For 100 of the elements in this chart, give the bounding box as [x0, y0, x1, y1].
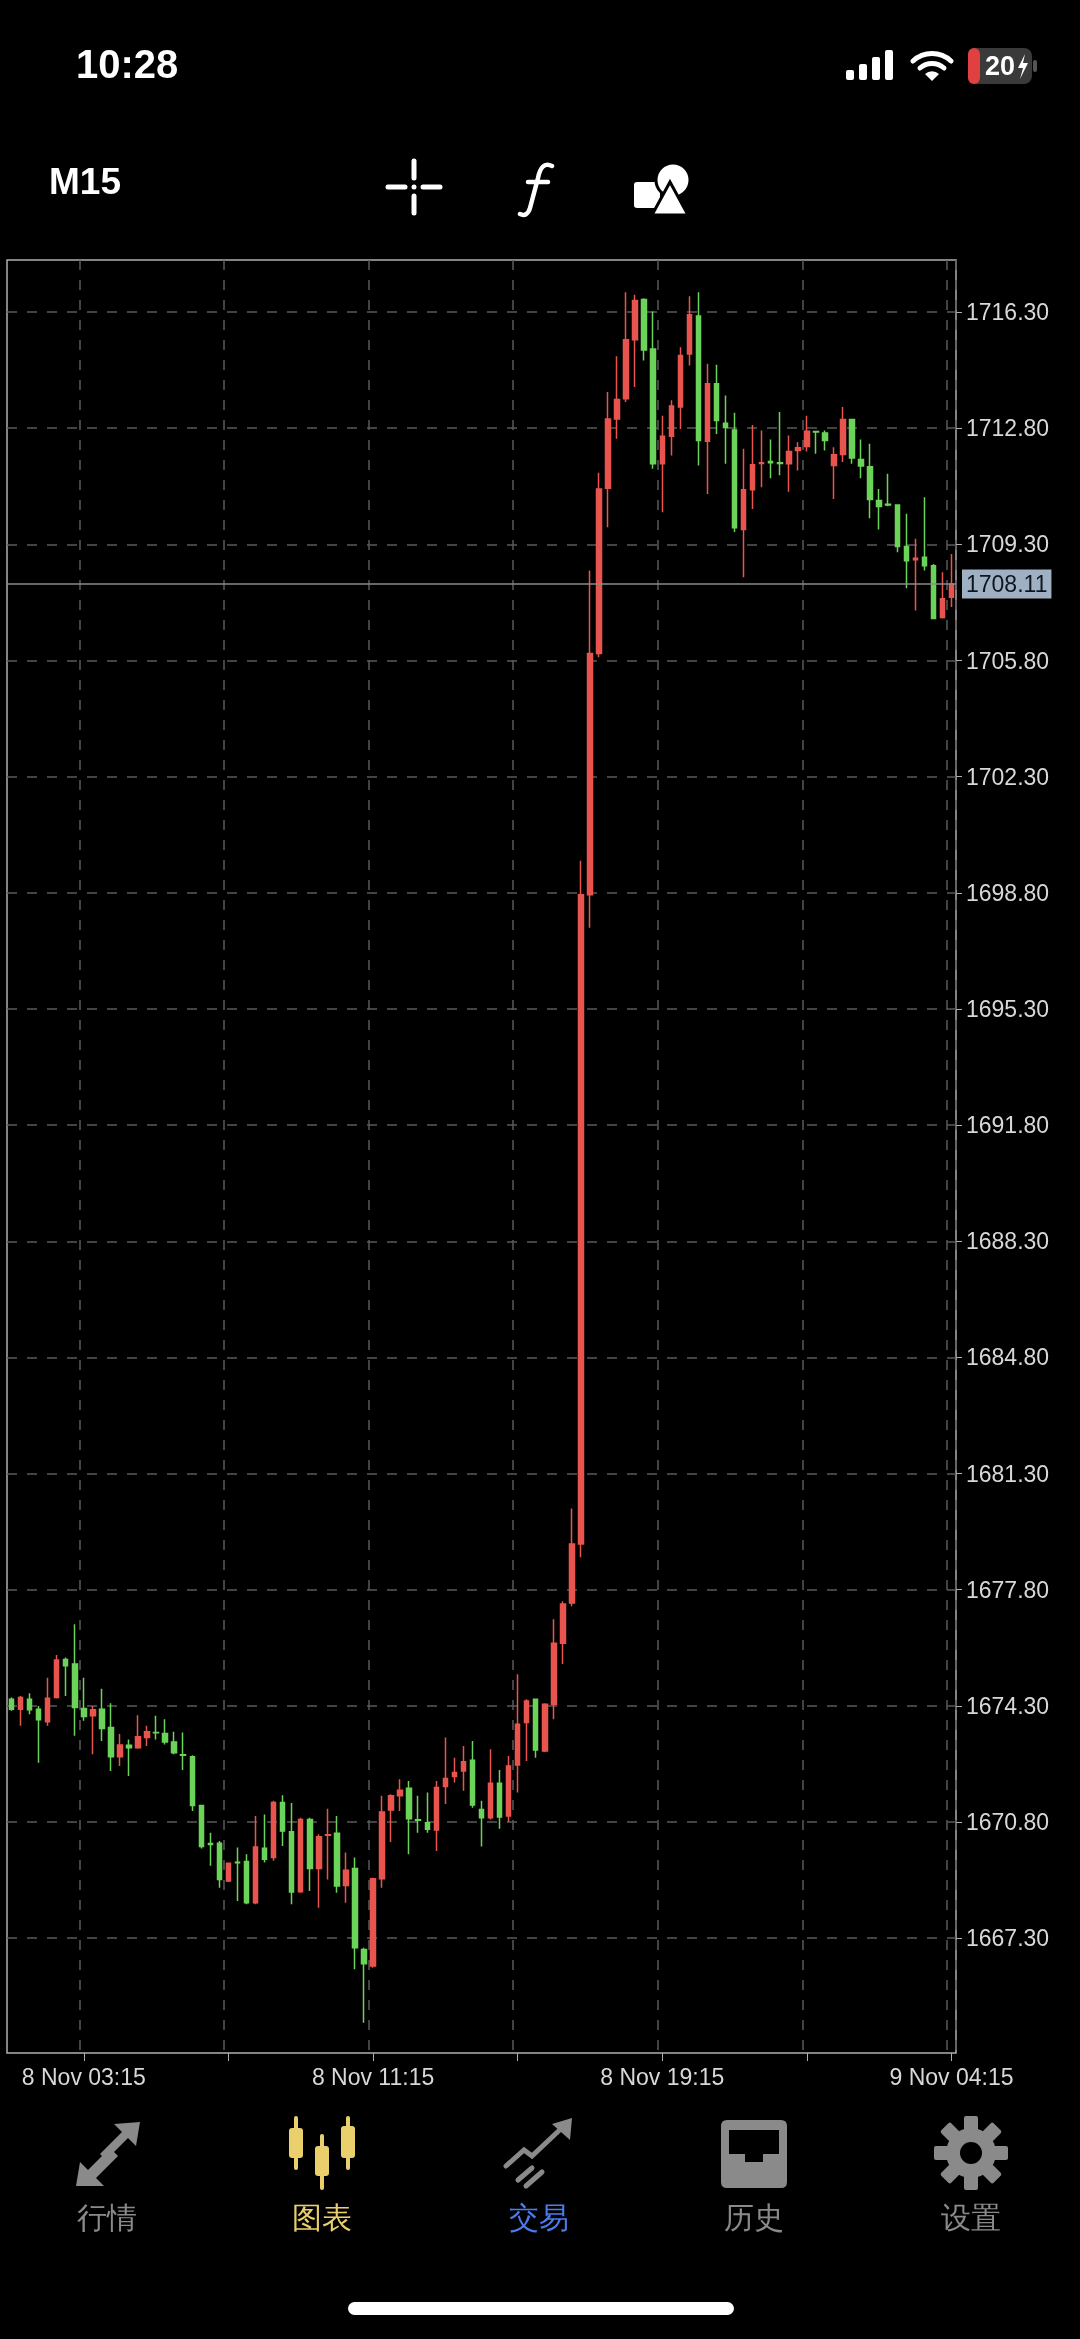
candlestick — [695, 291, 702, 467]
candlestick — [866, 443, 874, 519]
candlestick — [704, 363, 711, 495]
candlestick — [812, 430, 820, 455]
y-tick-label: 1667.30 — [966, 1925, 1050, 1952]
candlestick — [324, 1808, 332, 1881]
candlestick — [152, 1715, 160, 1741]
y-tick-label: 1705.80 — [966, 647, 1050, 674]
candlestick — [378, 1795, 386, 1889]
candlestick — [62, 1656, 69, 1697]
candlestick — [198, 1804, 205, 1850]
candlestick — [80, 1676, 88, 1722]
candlestick — [297, 1816, 304, 1894]
candlestick — [207, 1831, 214, 1867]
candlestick — [568, 1507, 576, 1608]
candlestick — [261, 1813, 268, 1864]
y-tick-label: 1691.80 — [966, 1112, 1050, 1139]
candlestick — [586, 569, 594, 929]
candlestick — [740, 448, 747, 578]
candlestick — [8, 1696, 15, 1712]
candlestick — [26, 1692, 33, 1715]
candlestick — [387, 1793, 395, 1843]
candlestick — [830, 446, 838, 500]
y-tick-label: 1681.30 — [966, 1460, 1050, 1487]
text: 20 — [985, 51, 1016, 82]
text: 图表 — [292, 2199, 352, 2237]
candlestick — [487, 1748, 494, 1821]
candlestick — [903, 513, 910, 589]
candlestick — [161, 1718, 169, 1746]
candlestick — [53, 1654, 60, 1700]
candlestick — [288, 1802, 295, 1906]
candlestick — [722, 394, 729, 465]
candlestick — [677, 346, 684, 430]
candlestick — [252, 1815, 259, 1906]
candlestick — [44, 1676, 51, 1727]
candlestick — [342, 1851, 350, 1904]
candlestick — [884, 472, 892, 507]
candlestick — [622, 291, 630, 403]
candlestick — [785, 434, 793, 493]
y-tick-label: 1709.30 — [966, 531, 1050, 558]
y-tick-label: 1688.30 — [966, 1228, 1050, 1255]
candlestick — [107, 1702, 115, 1772]
candlestick — [713, 364, 720, 435]
candlestick — [541, 1702, 549, 1753]
chart-title: M15 — [49, 161, 121, 202]
candlestick — [803, 414, 811, 453]
candlestick — [794, 441, 802, 472]
candlestick — [848, 418, 856, 465]
candlestick — [659, 414, 666, 513]
candlestick — [875, 488, 883, 531]
candlestick — [478, 1800, 485, 1848]
candlestick — [686, 295, 693, 367]
y-tick-label: 1716.30 — [966, 299, 1050, 326]
candlestick — [98, 1687, 106, 1742]
candlestick — [604, 391, 612, 528]
candlestick — [451, 1756, 458, 1784]
candlestick — [758, 429, 765, 489]
candlestick — [839, 406, 847, 463]
candlestick — [649, 310, 657, 470]
candlestick — [857, 438, 865, 480]
candlestick — [35, 1705, 42, 1764]
candlestick — [595, 471, 603, 658]
candlestick — [216, 1840, 223, 1889]
candlestick — [17, 1695, 24, 1727]
candlestick — [369, 1877, 377, 1969]
candlestick — [613, 355, 621, 440]
candlestick — [433, 1780, 440, 1852]
candlestick — [351, 1856, 359, 1971]
candlestick — [134, 1714, 142, 1750]
candlestick — [116, 1733, 124, 1767]
candlestick — [550, 1618, 558, 1720]
y-tick-label: 1698.80 — [966, 879, 1050, 906]
candlestick — [532, 1697, 539, 1759]
x-tick-label: 8 Nov 19:15 — [600, 2063, 725, 2090]
candlestick — [315, 1833, 323, 1909]
candlestick — [821, 429, 829, 452]
y-tick-label: 1670.80 — [966, 1809, 1050, 1836]
candlestick — [496, 1769, 503, 1830]
candlestick — [360, 1947, 368, 2024]
candlestick — [396, 1778, 404, 1812]
text: 交易 — [509, 2199, 569, 2237]
candlestick — [279, 1794, 286, 1847]
y-tick-label: 1677.80 — [966, 1576, 1050, 1603]
candlestick — [939, 571, 946, 620]
text: 行情 — [77, 2199, 137, 2237]
candlestick — [71, 1623, 79, 1737]
candlestick — [333, 1815, 341, 1894]
candlestick — [179, 1731, 187, 1771]
candlestick — [523, 1698, 530, 1762]
y-tick-label: 1674.30 — [966, 1692, 1050, 1719]
candlestick — [405, 1780, 413, 1855]
candlestick — [125, 1738, 133, 1777]
ref-line-label: 1708.11 — [966, 570, 1048, 597]
candlestick — [505, 1755, 512, 1823]
x-tick-label: 8 Nov 11:15 — [311, 2063, 435, 2090]
candlestick — [731, 411, 738, 533]
x-tick-label: 9 Nov 04:15 — [889, 2063, 1014, 2090]
candlestick — [143, 1725, 151, 1747]
candlestick — [948, 553, 955, 608]
text: 10:28 — [76, 42, 179, 87]
